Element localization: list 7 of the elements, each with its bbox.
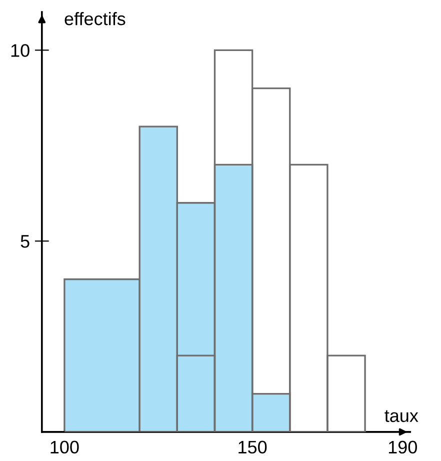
y-axis-title: effectifs [64,12,126,26]
y-tick-label: 10 [11,44,30,57]
x-tick-label: 100 [50,440,79,454]
y-tick-label: 5 [20,235,30,248]
x-axis-title: taux [384,410,418,422]
x-tick-label: 190 [388,440,417,454]
x-tick-label: 150 [238,440,267,454]
